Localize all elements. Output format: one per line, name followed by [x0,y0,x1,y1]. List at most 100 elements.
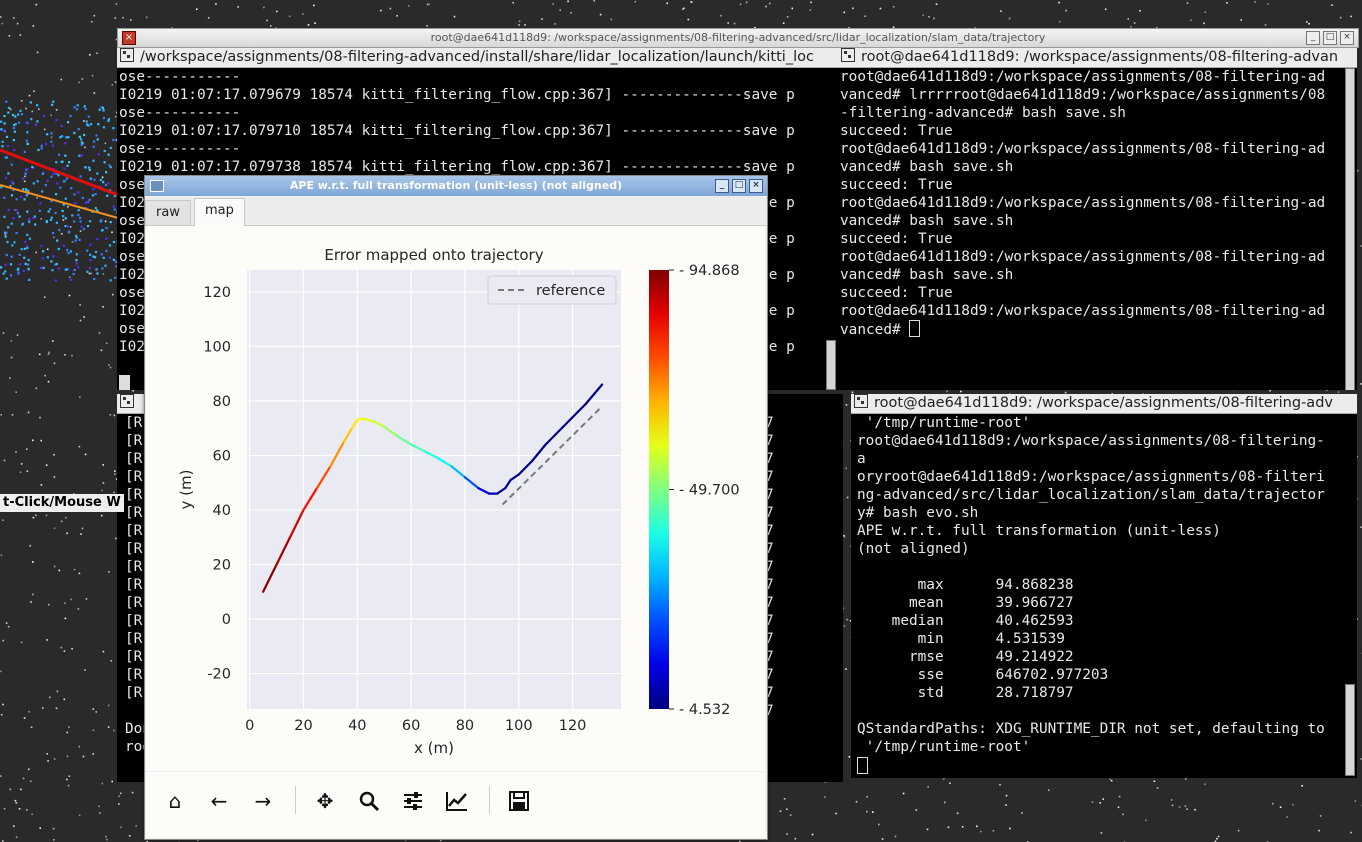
terminal-line: [R [125,631,143,647]
terminal-line: 7 [765,595,774,611]
terminal-top-right[interactable]: root@dae641d118d9: /workspace/assignment… [838,48,1357,390]
terminal-line: [R [125,415,143,431]
terminal-line: succeed: True [840,177,953,193]
trajectory-segment [571,402,588,419]
scrollbar[interactable] [1345,68,1355,390]
terminal-line: root@dae641d118d9:/workspace/assignments… [840,69,1326,85]
terminal-line: ose [119,249,145,265]
terminal-line: 7 [765,667,774,683]
zoom-icon[interactable] [354,786,384,816]
terminal-line: root@dae641d118d9:/workspace/assignments… [840,303,1326,319]
terminal-line: -filtering-advanced# bash save.sh [840,105,1126,121]
trajectory-segment [509,473,520,482]
terminal-line: 7 [765,433,774,449]
terminal-line: QStandardPaths: XDG_RUNTIME_DIR not set,… [857,721,1325,737]
terminal-line: [R [125,595,143,611]
terminal-line: ose [119,321,145,337]
maximize-icon[interactable]: □ [1323,31,1337,45]
terminal-line: 7 [765,577,774,593]
trajectory-segment [372,420,386,428]
close-icon[interactable]: × [749,179,763,193]
terminal-line: 7 [765,649,774,665]
terminal-line: 7 [765,451,774,467]
terminal-line: succeed: True [840,123,953,139]
trajectory-segment [302,487,319,512]
colorbar-label: - 49.700 [679,483,740,499]
scrollbar[interactable] [1345,684,1355,776]
legend-label: reference [536,283,605,299]
terminal-line: '/tmp/runtime-root' [857,415,1031,431]
close-icon[interactable]: × [122,31,136,45]
terminal-line: succeed: True [840,231,953,247]
plot-window-titlebar[interactable]: APE w.r.t. full transformation (unit-les… [145,176,767,196]
y-tick-label: 60 [213,448,231,464]
y-axis-label: y (m) [177,470,195,510]
scrollbar[interactable] [826,340,836,390]
terminal-line: 7 [765,631,774,647]
terminal-line: I0219 01:07:17.079679 18574 kitti_filter… [119,87,795,103]
cursor [857,757,868,774]
home-icon[interactable]: ⌂ [168,789,182,813]
minimize-icon[interactable]: _ [715,179,729,193]
window-menu-icon[interactable] [150,180,164,192]
terminal-line: ng-advanced/src/lidar_localization/slam_… [857,487,1325,503]
terminal-line: succeed: True [840,285,953,301]
y-tick-label: 0 [222,612,231,628]
terminal-line: min 4.531539 [857,631,1065,647]
tab-map[interactable]: map [194,198,245,226]
y-tick-label: 120 [203,285,231,301]
plot-window[interactable]: APE w.r.t. full transformation (unit-les… [144,175,768,840]
back-icon[interactable]: ← [210,789,228,813]
terminal-title [117,394,147,414]
legend-box [487,275,617,305]
terminal-line: 7 [765,613,774,629]
x-tick-label: 0 [245,718,254,734]
trajectory-segment [410,443,426,453]
trajectory-segment [423,450,440,460]
trajectory-segment [315,465,332,490]
plot-area [247,270,621,709]
rviz-hint-text: t-Click/Mouse W [0,494,124,512]
pan-icon[interactable]: ✥ [316,789,334,813]
terminal-line: root@dae641d118d9:/workspace/assignments… [840,195,1326,211]
save-icon[interactable] [504,786,534,816]
terminal-line: vanced# bash save.sh [840,159,1014,175]
configure-icon[interactable] [398,786,428,816]
tab-bar: raw map [145,197,767,226]
x-tick-label: 40 [348,718,366,734]
trajectory-segment [361,417,375,423]
trajectory-segment [531,443,547,462]
y-tick-label: 20 [213,557,231,573]
terminal-bottom-right[interactable]: root@dae641d118d9: /workspace/assignment… [851,394,1357,778]
terminal-line: [R [125,685,143,701]
window-titlebar[interactable]: × root@dae641d118d9: /workspace/assignme… [117,28,1359,48]
terminal-line: rmse 49.214922 [857,649,1074,665]
trajectory-segment [450,465,467,479]
terminal-line: 7 [765,415,774,431]
terminal-icon [854,394,868,408]
x-tick-label: 120 [559,718,587,734]
terminal-line: [R [125,649,143,665]
forward-icon[interactable]: → [254,789,272,813]
x-tick-label: 80 [456,718,474,734]
terminal-line: ose----------- [119,69,241,85]
maximize-icon[interactable]: □ [732,179,746,193]
edit-axis-icon[interactable] [442,786,472,816]
x-tick-label: 100 [505,718,533,734]
tab-raw[interactable]: raw [145,200,191,225]
terminal-line: I0219 01:07:17.079738 18574 kitti_filter… [119,159,795,175]
terminal-line: std 28.718797 [857,685,1074,701]
terminal-line: 7 [765,559,774,575]
trajectory-segment [350,418,359,430]
terminal-line: ose----------- [119,141,241,157]
minimize-icon[interactable]: _ [1306,31,1320,45]
x-axis-label: x (m) [414,739,454,757]
trajectory-segment [558,416,574,432]
terminal-line: [R [125,577,143,593]
cursor [909,320,921,337]
close-window-icon[interactable]: × [1340,31,1354,45]
y-tick-label: -20 [207,667,231,683]
terminal-line: 7 [765,505,774,521]
trajectory-segment [329,440,345,468]
terminal-line: 7 [765,541,774,557]
